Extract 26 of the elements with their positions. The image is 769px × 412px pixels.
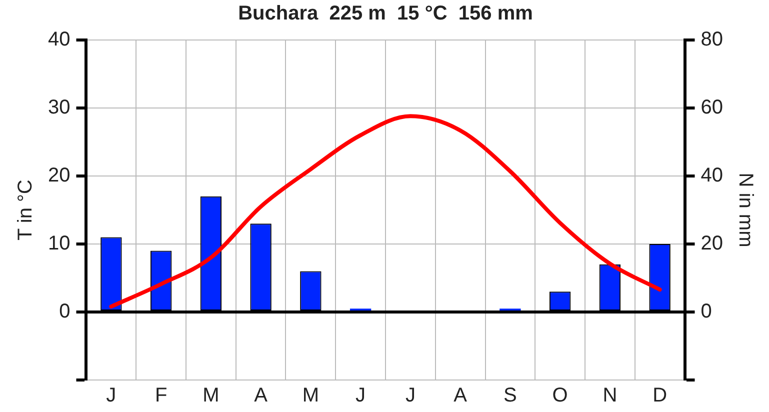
y2-tick-label: 60 xyxy=(700,96,724,119)
chart-title: Buchara 225 m 15 °C 156 mm xyxy=(238,2,533,25)
x-tick-label: A xyxy=(254,384,268,407)
x-tick-label: M xyxy=(302,384,320,407)
x-tick-label: N xyxy=(602,384,618,407)
y2-tick-label: 0 xyxy=(700,300,712,323)
x-tick-label: M xyxy=(202,384,220,407)
y2-tick-label: 20 xyxy=(700,232,724,255)
y-axis-title: T in °C xyxy=(14,180,37,240)
x-tick-label: O xyxy=(552,384,568,407)
y-tick-label: 40 xyxy=(48,28,70,51)
y2-tick-label: 80 xyxy=(700,28,724,51)
x-tick-label: J xyxy=(356,384,366,407)
y-tick-label: 30 xyxy=(48,96,70,119)
y-tick-label: 0 xyxy=(59,300,70,323)
y-tick-label: 20 xyxy=(48,164,70,187)
x-tick-label: S xyxy=(504,384,517,407)
x-tick-label: J xyxy=(106,384,116,407)
y2-tick-label: 40 xyxy=(700,164,724,187)
x-tick-label: D xyxy=(652,384,668,407)
y-tick-label: 10 xyxy=(48,232,70,255)
x-tick-label: A xyxy=(454,384,468,407)
y2-axis-title: N in mm xyxy=(734,172,756,248)
line-series xyxy=(109,114,662,309)
x-tick-label: J xyxy=(405,384,416,407)
x-tick-label: F xyxy=(154,384,168,407)
